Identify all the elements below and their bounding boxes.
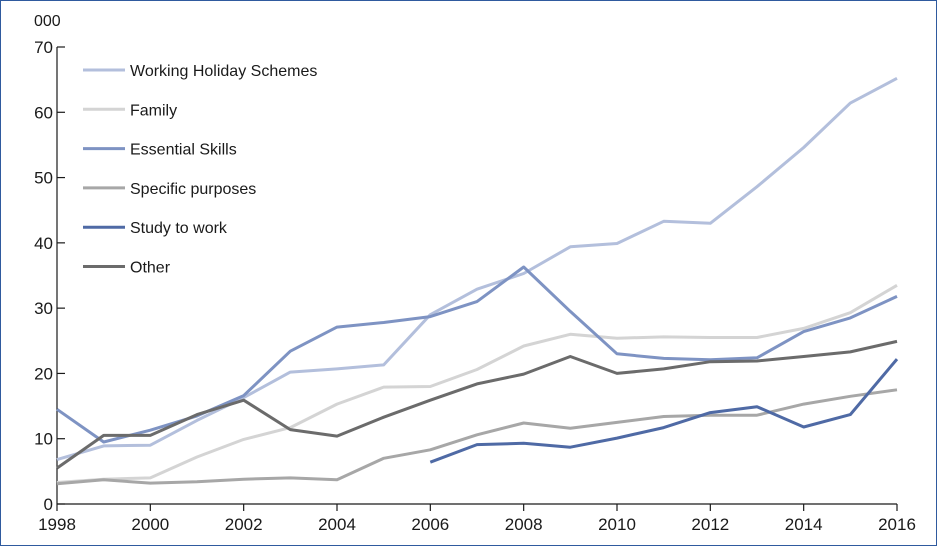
x-tick-label: 1998 <box>38 515 76 534</box>
x-tick-label: 2006 <box>411 515 449 534</box>
legend-label: Working Holiday Schemes <box>130 63 317 80</box>
series-line-5 <box>429 358 899 464</box>
x-tick-label: 2016 <box>878 515 916 534</box>
x-tick-label: 2010 <box>598 515 636 534</box>
series-lines <box>56 76 899 486</box>
x-tick-label: 2004 <box>318 515 356 534</box>
series-line-1 <box>56 76 898 462</box>
legend-label: Specific purposes <box>130 181 256 198</box>
series-line-4 <box>56 388 898 486</box>
series-line-3 <box>56 265 898 444</box>
y-tick-label: 10 <box>34 430 53 449</box>
legend-label: Family <box>130 102 177 119</box>
legend-label: Essential Skills <box>130 142 237 159</box>
legend-label: Study to work <box>130 220 228 237</box>
y-tick-label: 30 <box>34 299 53 318</box>
y-tick-label: 70 <box>34 38 53 57</box>
y-tick-label: 20 <box>34 364 53 383</box>
legend: Working Holiday Schemes Family Essential S… <box>83 63 317 277</box>
x-tick-label: 2002 <box>225 515 263 534</box>
series-line-6 <box>56 339 898 470</box>
y-unit-label: 000 <box>34 13 61 30</box>
axes: 0 10 20 30 40 50 60 70 1998 2000 2002 2004 2006 2008 2… <box>34 38 916 534</box>
y-tick-label: 60 <box>34 103 53 122</box>
x-tick-label: 2000 <box>131 515 169 534</box>
y-tick-label: 50 <box>34 169 53 188</box>
y-tick-label: 0 <box>44 495 53 514</box>
x-tick-label: 2014 <box>785 515 823 534</box>
x-tick-label: 2012 <box>691 515 729 534</box>
legend-label: Other <box>130 260 171 277</box>
y-tick-label: 40 <box>34 234 53 253</box>
x-tick-label: 2008 <box>505 515 543 534</box>
series-line-2 <box>56 284 898 484</box>
